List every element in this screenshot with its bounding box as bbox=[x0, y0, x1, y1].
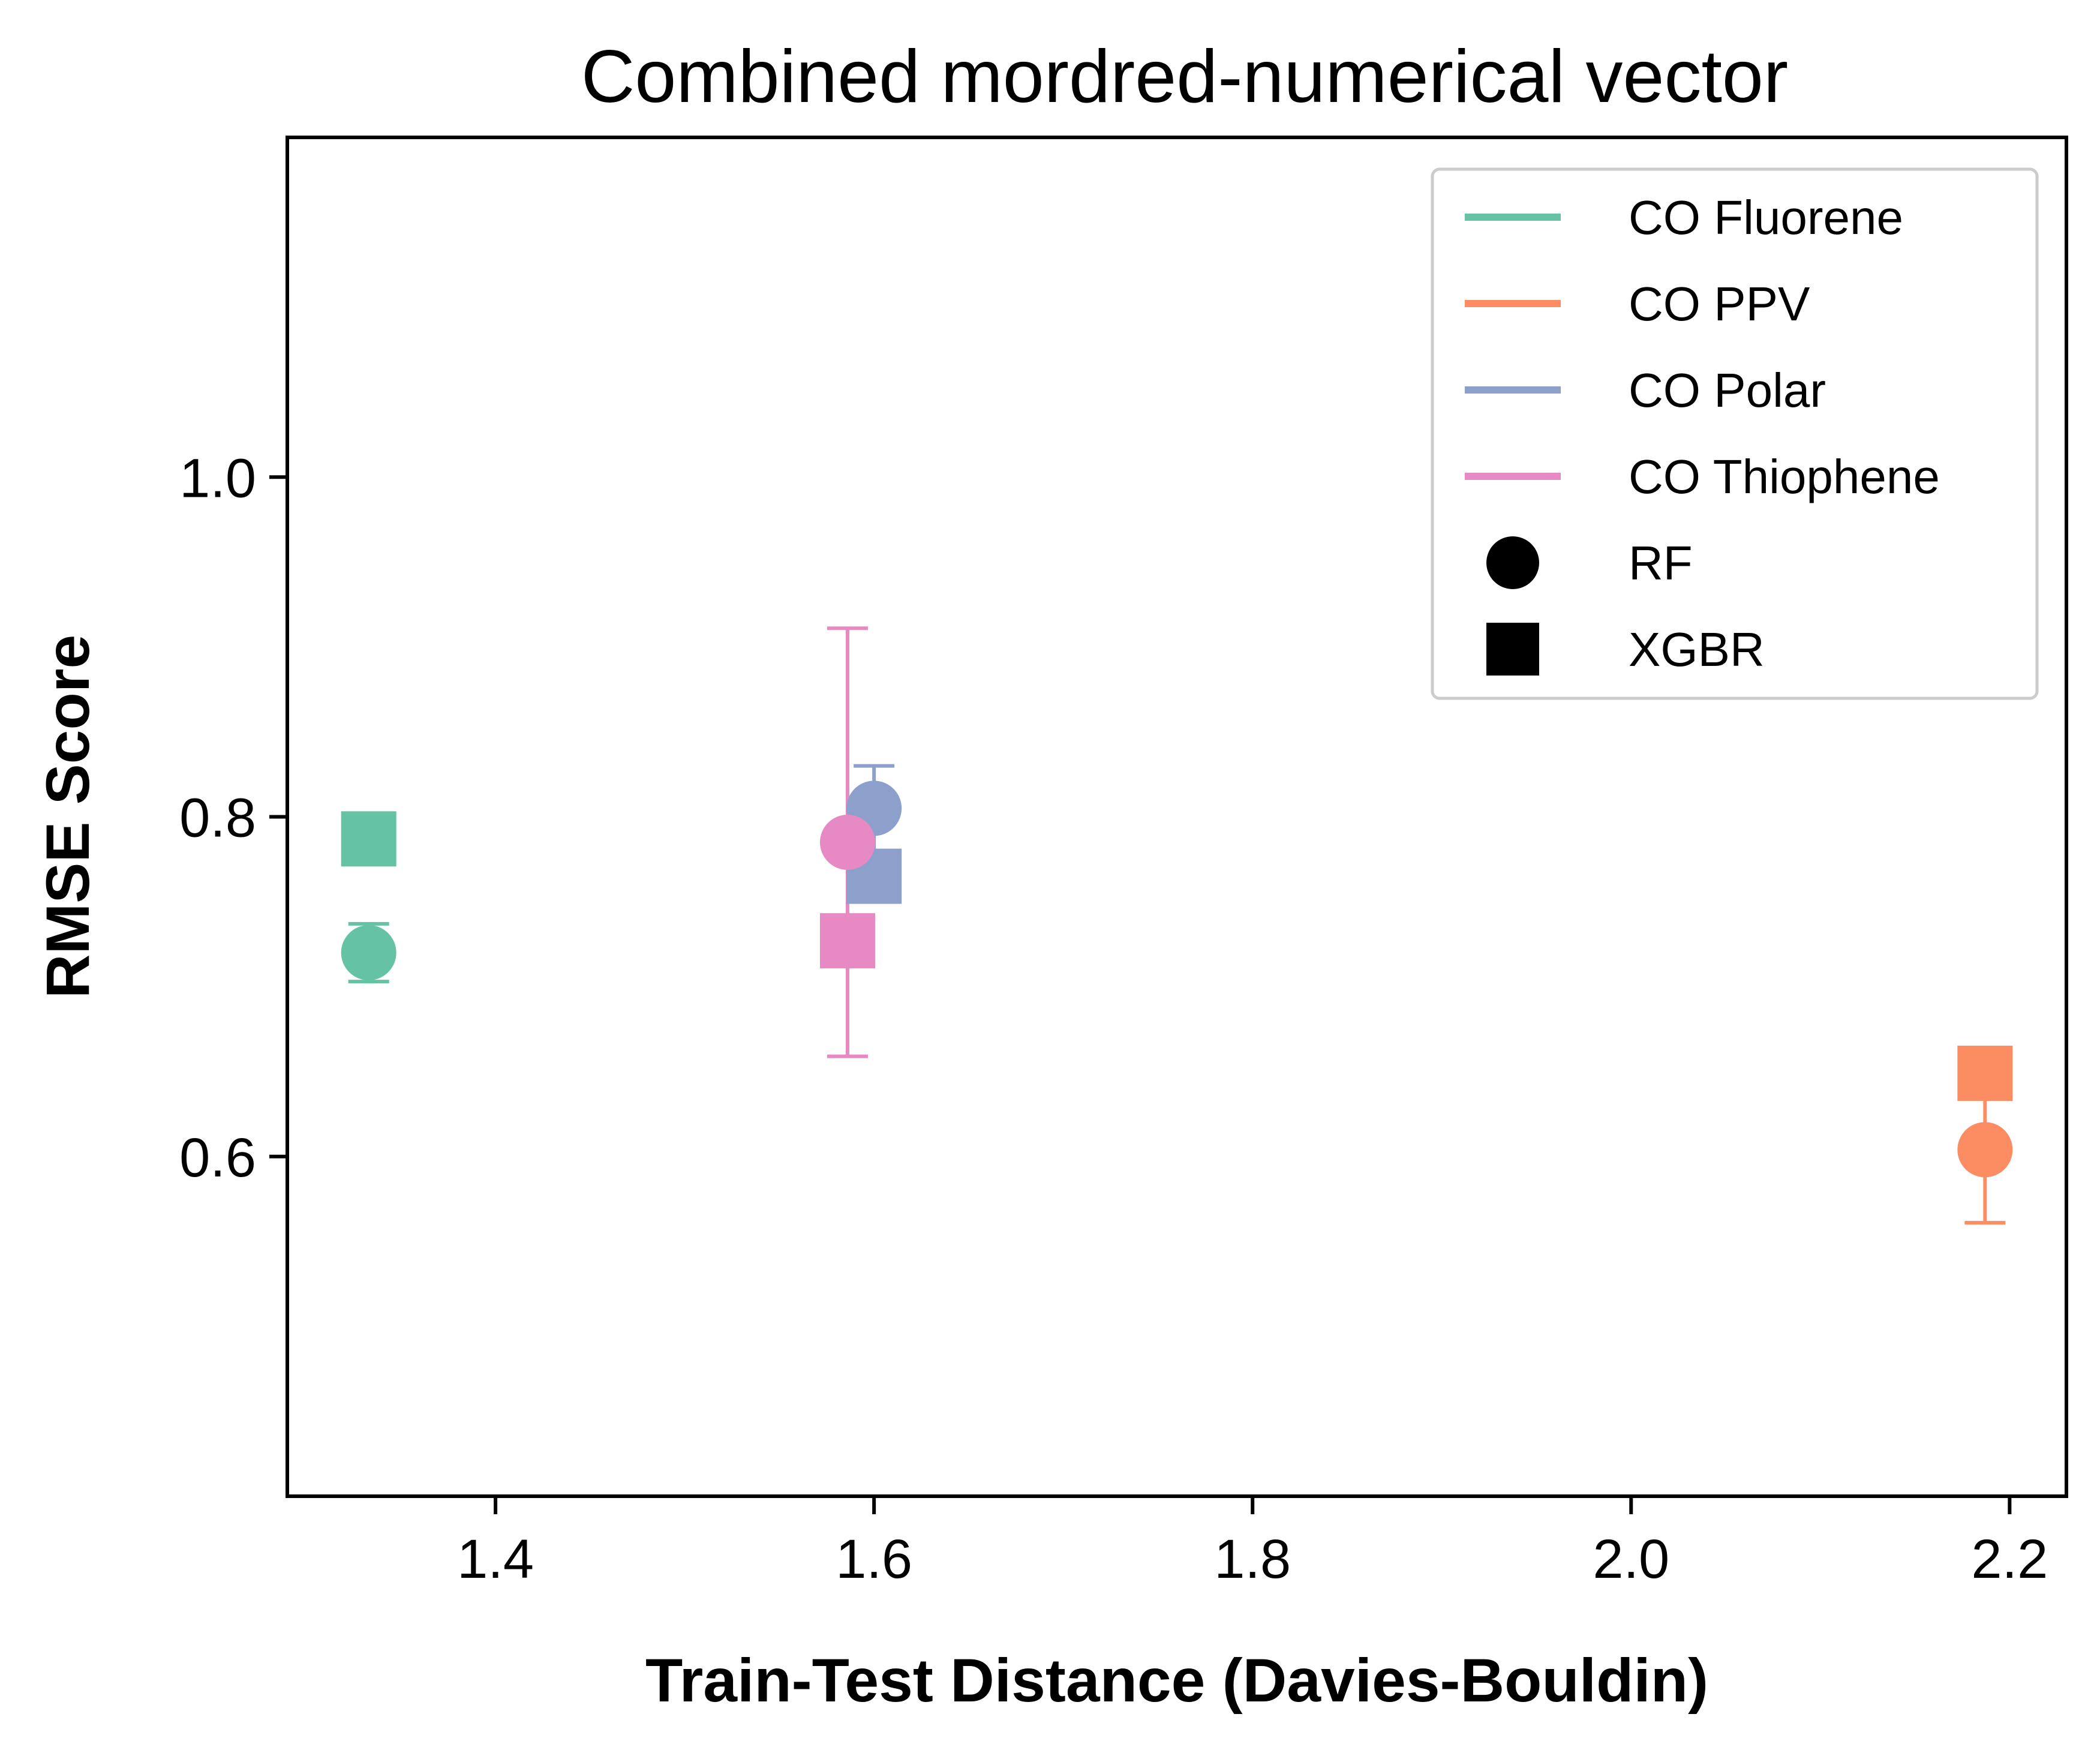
legend-label: CO Fluorene bbox=[1629, 191, 1903, 244]
x-axis-ticks: 1.4 1.6 1.8 2.0 2.2 bbox=[457, 1496, 2048, 1590]
y-tick-label: 1.0 bbox=[179, 448, 256, 509]
legend-label: CO Polar bbox=[1629, 364, 1826, 417]
x-axis-label: Train-Test Distance (Davies-Bouldin) bbox=[645, 1646, 1708, 1715]
error-bars bbox=[348, 626, 2006, 1225]
co-ppv-xgbr-point bbox=[1957, 1046, 2013, 1101]
legend-label: CO Thiophene bbox=[1629, 450, 1940, 503]
chart-title: Combined mordred-numerical vector bbox=[581, 35, 1788, 118]
x-tick-label: 2.2 bbox=[1971, 1529, 2048, 1590]
co-thiophene-xgbr-point bbox=[819, 913, 875, 969]
legend-box bbox=[1431, 167, 2039, 700]
x-tick-label: 1.8 bbox=[1214, 1529, 1291, 1590]
legend-label: XGBR bbox=[1629, 623, 1765, 676]
x-tick-label: 1.6 bbox=[836, 1529, 912, 1590]
y-axis-ticks: 0.6 0.8 1.0 bbox=[179, 448, 287, 1188]
x-tick-label: 2.0 bbox=[1593, 1529, 1669, 1590]
co-ppv-rf-point bbox=[1957, 1122, 2013, 1178]
x-tick-label: 1.4 bbox=[457, 1529, 534, 1590]
plot-area bbox=[286, 136, 2068, 1498]
legend-label: RF bbox=[1629, 536, 1693, 590]
co-fluorene-xgbr-point bbox=[341, 811, 396, 867]
legend-square-marker bbox=[1486, 623, 1539, 676]
y-tick-label: 0.6 bbox=[179, 1127, 256, 1188]
y-tick-label: 0.8 bbox=[179, 788, 256, 849]
co-thiophene-rf-point bbox=[819, 814, 875, 870]
data-markers bbox=[341, 781, 2013, 1178]
legend-label: CO PPV bbox=[1629, 277, 1810, 331]
y-axis-label: RMSE Score bbox=[34, 635, 102, 999]
legend-circle-marker bbox=[1486, 536, 1539, 589]
co-fluorene-rf-point bbox=[341, 925, 396, 980]
legend: CO Fluorene CO PPV CO Polar CO Thiophene RF X… bbox=[1431, 167, 2039, 700]
